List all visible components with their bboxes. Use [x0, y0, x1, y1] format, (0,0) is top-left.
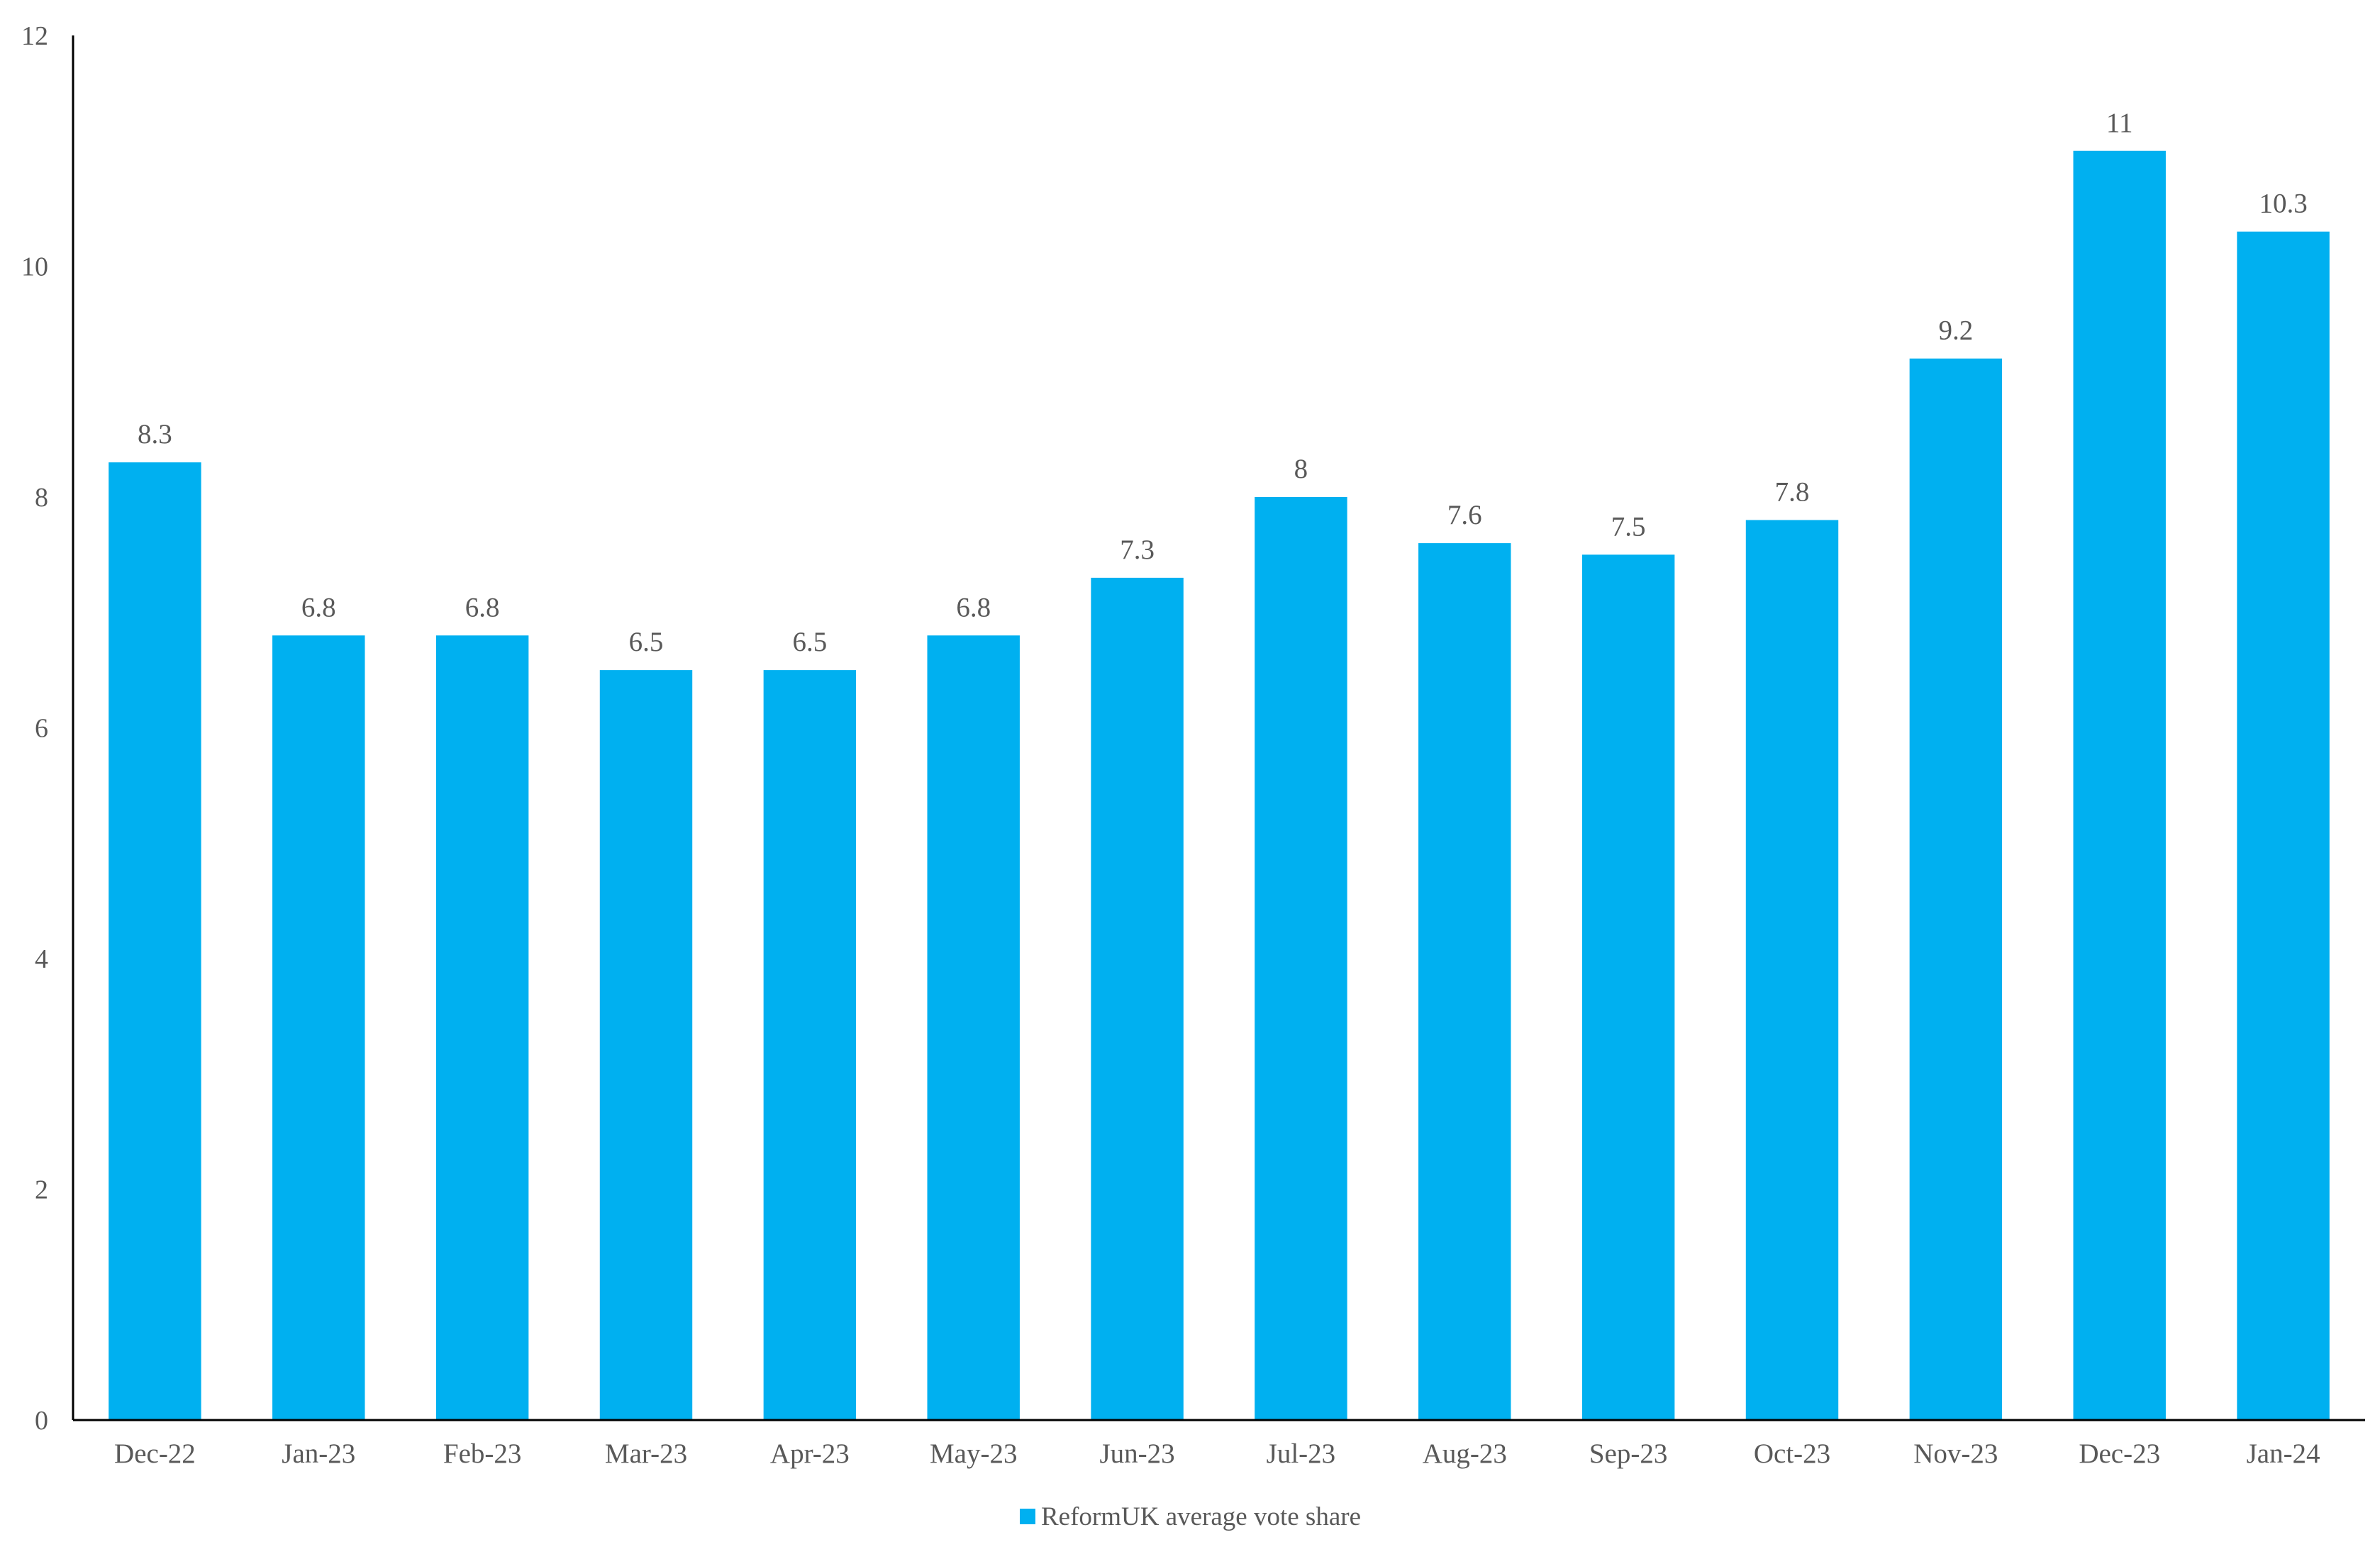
data-label: 8 [1294, 454, 1308, 484]
y-tick-label: 12 [21, 21, 48, 51]
bar [2237, 231, 2330, 1420]
x-tick-label: Jan-23 [282, 1438, 355, 1469]
bar [1091, 577, 1184, 1420]
data-label: 6.5 [792, 627, 827, 657]
data-label: 6.8 [956, 592, 991, 622]
bar [2073, 150, 2166, 1420]
x-axis-labels: Dec-22 Jan-23 Feb-23 Mar-23 Apr-23 May-23 Jun-… [114, 1438, 2320, 1469]
data-label: 10.3 [2259, 189, 2307, 219]
data-label: 6.8 [301, 592, 336, 622]
x-tick-label: Nov-23 [1913, 1438, 1998, 1469]
bar [1745, 520, 1839, 1420]
x-tick-label: Aug-23 [1423, 1438, 1507, 1469]
bar [272, 635, 365, 1420]
x-tick-label: Dec-23 [2079, 1438, 2160, 1469]
y-tick-label: 0 [35, 1406, 48, 1436]
x-tick-label: Jan-24 [2247, 1438, 2320, 1469]
data-label: 7.5 [1611, 511, 1646, 542]
x-tick-label: Mar-23 [605, 1438, 687, 1469]
data-label: 7.3 [1120, 535, 1155, 565]
data-labels: 8.3 6.8 6.8 6.5 6.5 6.8 7.3 8 7.6 7.5 7.8 9.2 11 10.3 [138, 108, 2308, 657]
bar [1581, 554, 1675, 1420]
data-label: 9.2 [1938, 315, 1973, 346]
bar [599, 670, 693, 1420]
y-tick-label: 10 [21, 252, 48, 282]
data-label: 8.3 [138, 419, 172, 449]
data-label: 7.6 [1447, 500, 1482, 530]
y-axis-ticks: 0 2 4 6 8 10 12 [21, 21, 48, 1436]
bar [763, 670, 857, 1420]
legend-label: ReformUK average vote share [1041, 1502, 1361, 1531]
bar [1255, 497, 1347, 1420]
legend: ReformUK average vote share [1020, 1502, 1361, 1531]
bar [435, 635, 529, 1420]
x-tick-label: Sep-23 [1589, 1438, 1668, 1469]
bar [109, 462, 201, 1420]
data-label: 6.8 [465, 592, 500, 622]
data-label: 6.5 [629, 627, 664, 657]
bar [1909, 358, 2003, 1421]
bar [927, 635, 1020, 1420]
data-label: 7.8 [1775, 477, 1810, 508]
x-tick-label: May-23 [930, 1438, 1017, 1469]
x-tick-label: Oct-23 [1754, 1438, 1830, 1469]
data-label: 11 [2106, 108, 2133, 138]
legend-swatch [1020, 1509, 1035, 1524]
x-tick-label: Feb-23 [443, 1438, 522, 1469]
x-tick-label: Apr-23 [770, 1438, 850, 1469]
y-tick-label: 6 [35, 714, 48, 744]
x-tick-label: Jul-23 [1267, 1438, 1336, 1469]
x-tick-label: Dec-22 [114, 1438, 196, 1469]
y-tick-label: 8 [35, 483, 48, 513]
y-tick-label: 2 [35, 1175, 48, 1205]
bar-series [109, 150, 2330, 1421]
y-tick-label: 4 [35, 944, 48, 974]
x-tick-label: Jun-23 [1099, 1438, 1174, 1469]
bar [1418, 543, 1511, 1420]
